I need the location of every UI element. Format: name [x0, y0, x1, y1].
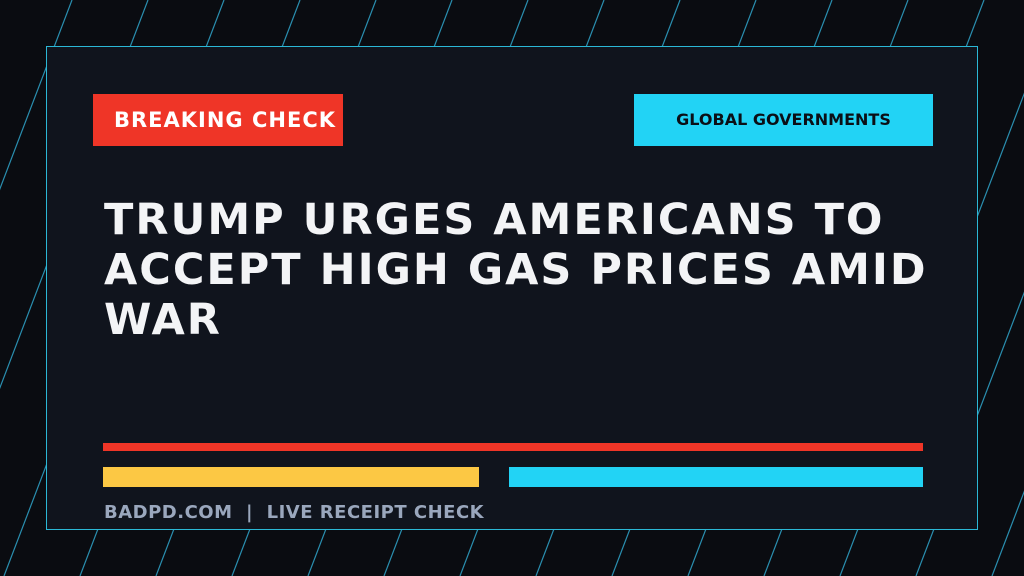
stripe [0, 0, 73, 191]
headline: TRUMP URGES AMERICANS TO ACCEPT HIGH GAS… [104, 195, 928, 345]
footer: BADPD.COM | LIVE RECEIPT CHECK [104, 502, 485, 523]
category-badge: GLOBAL GOVERNMENTS [634, 94, 933, 146]
cyan-bar [509, 467, 923, 487]
yellow-bar [103, 467, 479, 487]
stripe [991, 490, 1024, 576]
card: BREAKING CHECK GLOBAL GOVERNMENTS TRUMP … [46, 46, 978, 530]
red-bar [103, 443, 923, 451]
breaking-badge: BREAKING CHECK [93, 94, 343, 146]
